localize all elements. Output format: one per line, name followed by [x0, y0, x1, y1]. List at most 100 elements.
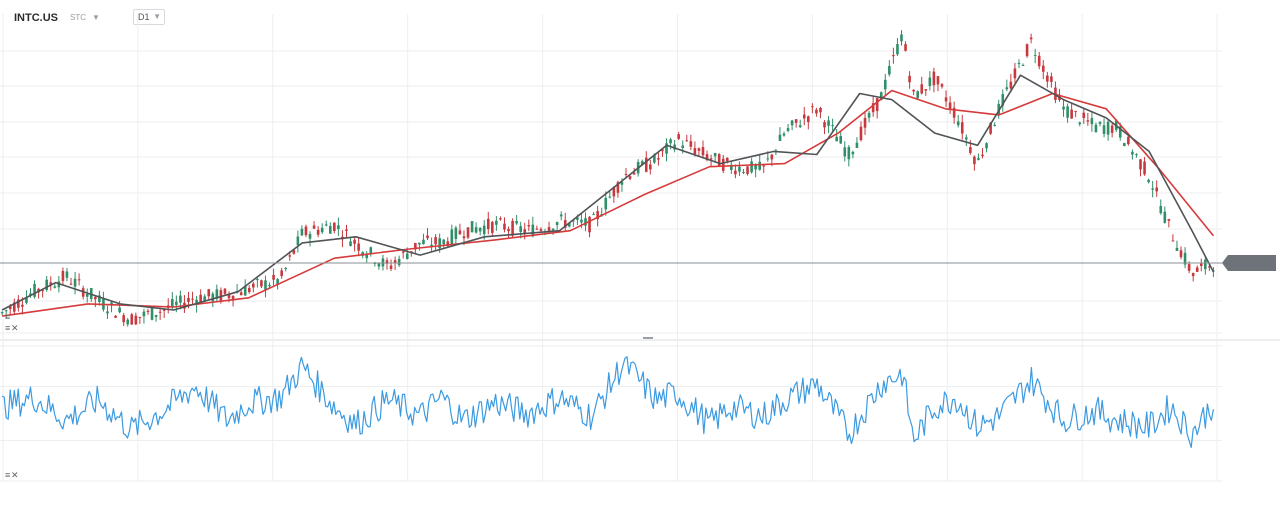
candle-body	[507, 228, 510, 232]
candle-body	[973, 156, 976, 165]
candle-body	[762, 165, 766, 167]
candle-body	[284, 268, 288, 270]
legend-menu-icon[interactable]: ≡	[5, 312, 10, 322]
rsi-close-icon[interactable]: ✕	[11, 470, 19, 480]
candle-body	[491, 221, 494, 233]
candle-body	[458, 230, 462, 235]
candle-body	[1090, 118, 1094, 125]
candle-body	[948, 102, 952, 109]
candle-body	[138, 316, 142, 318]
candle-body	[956, 121, 960, 126]
legend-menu-icon[interactable]: ≡	[5, 323, 10, 333]
rsi-menu-icon[interactable]: ≡	[5, 470, 10, 480]
candle-body	[531, 224, 535, 237]
candle-body	[1029, 37, 1033, 40]
candle-body	[1102, 125, 1106, 134]
candle-body	[1139, 159, 1142, 170]
candle-body	[195, 299, 198, 305]
candle-body	[770, 154, 774, 160]
candle-body	[928, 77, 932, 87]
candle-body	[25, 297, 28, 303]
chart-toolbar: INTC.US STC ▼ D1 ▼	[0, 0, 1280, 30]
candle-body	[1005, 87, 1009, 90]
candle-body	[620, 181, 624, 185]
candle-body	[385, 260, 389, 264]
candle-body	[624, 173, 628, 175]
legend-close-icon[interactable]: ✕	[11, 323, 19, 333]
panel-resize-handle[interactable]	[643, 337, 653, 339]
candle-body	[142, 311, 146, 317]
candle-body	[584, 218, 587, 226]
candle-body	[665, 143, 668, 154]
candle-body	[904, 44, 907, 51]
candle-body	[936, 76, 940, 85]
candle-body	[4, 310, 8, 312]
candle-body	[154, 315, 158, 317]
candle-body	[746, 166, 749, 174]
candle-body	[551, 228, 555, 231]
candle-body	[365, 255, 369, 259]
candle-body	[580, 219, 583, 223]
candle-body	[969, 147, 972, 153]
candle-body	[260, 280, 263, 287]
candle-body	[1070, 109, 1073, 119]
candle-body	[993, 124, 996, 126]
candle-body	[985, 143, 988, 149]
timeframe-select[interactable]: D1 ▼	[133, 9, 165, 25]
candle-body	[45, 279, 49, 290]
candle-body	[965, 137, 968, 140]
candle-body	[697, 148, 701, 151]
candle-body	[713, 153, 717, 157]
candle-body	[653, 154, 656, 163]
candle-body	[831, 125, 834, 127]
candle-body	[292, 250, 296, 254]
candle-body	[1017, 62, 1021, 65]
candle-body	[758, 161, 762, 170]
candle-body	[1204, 259, 1207, 270]
market-dropdown-caret-icon[interactable]: ▼	[92, 13, 100, 22]
candle-body	[685, 140, 689, 142]
candle-body	[859, 126, 863, 141]
candle-body	[158, 311, 162, 313]
symbol-label[interactable]: INTC.US	[14, 12, 58, 24]
candle-body	[940, 84, 944, 87]
candle-body	[73, 278, 77, 287]
candle-body	[766, 158, 770, 160]
candle-body	[608, 196, 612, 198]
candle-body	[85, 293, 89, 297]
candle-body	[669, 139, 672, 144]
candle-body	[681, 145, 685, 148]
candle-body	[41, 290, 44, 292]
candle-body	[588, 216, 591, 233]
candle-body	[535, 228, 539, 230]
candle-body	[207, 289, 211, 297]
candle-body	[1009, 81, 1013, 89]
candle-body	[912, 89, 915, 92]
candle-body	[1050, 76, 1053, 82]
candle-body	[555, 222, 559, 225]
candle-body	[312, 225, 316, 229]
candle-body	[1199, 263, 1203, 266]
candle-body	[272, 274, 275, 280]
candle-body	[170, 299, 174, 308]
candle-body	[835, 136, 838, 142]
candle-body	[276, 279, 279, 284]
candle-body	[227, 294, 231, 299]
candle-body	[114, 315, 117, 318]
candle-body	[960, 122, 964, 134]
candle-body	[1208, 266, 1211, 268]
candle-body	[179, 295, 182, 303]
candle-body	[892, 55, 895, 57]
candle-body	[1110, 125, 1114, 133]
sma-200-line	[1, 89, 1215, 317]
candle-body	[924, 89, 928, 91]
market-label[interactable]: STC	[70, 13, 86, 22]
candle-body	[304, 226, 308, 236]
candle-body	[523, 229, 527, 234]
candle-body	[252, 283, 255, 288]
candle-body	[239, 292, 243, 296]
candle-body	[1159, 205, 1163, 214]
candle-body	[49, 282, 53, 286]
candle-body	[644, 157, 648, 172]
